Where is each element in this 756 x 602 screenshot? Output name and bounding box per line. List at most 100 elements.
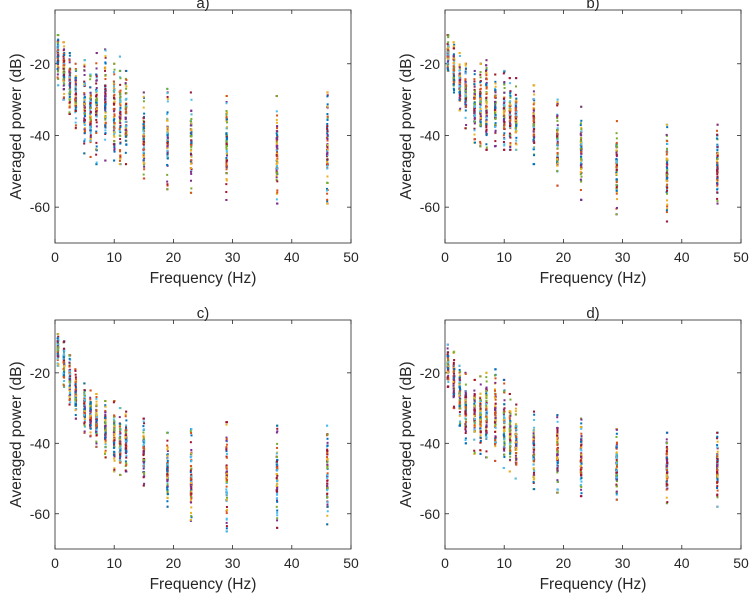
data-point bbox=[464, 439, 467, 442]
data-point bbox=[225, 110, 228, 112]
data-point bbox=[83, 96, 86, 99]
data-point bbox=[494, 131, 497, 134]
data-point bbox=[143, 112, 146, 115]
data-point bbox=[533, 469, 536, 472]
data-point bbox=[615, 155, 618, 158]
data-point bbox=[124, 135, 127, 138]
data-point bbox=[95, 89, 98, 92]
data-point bbox=[225, 95, 228, 98]
data-point bbox=[716, 472, 719, 475]
data-point bbox=[68, 95, 71, 98]
data-point bbox=[665, 173, 668, 176]
x-axis-label: Frequency (Hz) bbox=[150, 270, 257, 287]
data-point bbox=[580, 418, 583, 421]
data-point bbox=[715, 129, 718, 132]
data-point bbox=[95, 418, 98, 421]
data-point bbox=[452, 384, 455, 387]
data-point bbox=[452, 80, 455, 83]
data-point bbox=[533, 154, 536, 157]
data-point bbox=[74, 83, 77, 86]
data-point bbox=[104, 92, 107, 95]
data-point bbox=[125, 450, 128, 453]
data-point bbox=[89, 414, 92, 417]
data-point bbox=[113, 68, 116, 71]
data-point bbox=[113, 132, 116, 135]
data-point bbox=[503, 96, 506, 99]
data-point bbox=[74, 62, 77, 65]
data-point bbox=[485, 126, 488, 129]
data-point bbox=[104, 94, 107, 97]
data-point bbox=[119, 114, 122, 117]
data-point bbox=[276, 147, 279, 150]
data-point bbox=[326, 116, 329, 119]
data-point bbox=[494, 419, 497, 422]
data-point bbox=[458, 93, 461, 96]
data-point bbox=[62, 96, 65, 99]
data-point bbox=[225, 116, 228, 119]
data-point bbox=[532, 146, 535, 149]
data-point bbox=[464, 78, 467, 81]
data-point bbox=[556, 98, 559, 101]
data-point bbox=[580, 488, 583, 491]
data-point bbox=[83, 73, 86, 76]
data-point bbox=[326, 465, 329, 468]
data-point bbox=[275, 192, 278, 195]
data-point bbox=[453, 43, 456, 46]
data-point bbox=[503, 103, 506, 106]
data-point bbox=[124, 431, 127, 434]
data-point bbox=[479, 93, 482, 96]
data-point bbox=[57, 333, 60, 336]
data-point bbox=[452, 84, 455, 87]
data-point bbox=[508, 104, 511, 107]
data-point bbox=[579, 478, 582, 481]
data-point bbox=[190, 514, 193, 517]
data-point bbox=[665, 456, 668, 459]
data-point bbox=[276, 511, 279, 514]
data-point bbox=[142, 454, 145, 457]
data-point bbox=[514, 120, 517, 123]
data-point bbox=[616, 460, 619, 463]
data-point bbox=[473, 138, 476, 141]
data-point bbox=[716, 167, 719, 170]
data-point bbox=[532, 109, 535, 112]
data-point bbox=[276, 519, 279, 522]
data-point bbox=[458, 109, 461, 112]
data-point bbox=[104, 417, 107, 420]
data-point bbox=[556, 164, 559, 167]
data-point bbox=[124, 433, 127, 436]
data-point bbox=[119, 122, 122, 125]
data-point bbox=[95, 431, 98, 434]
data-point bbox=[326, 424, 329, 427]
data-point bbox=[326, 175, 329, 178]
data-point bbox=[666, 189, 669, 192]
data-point bbox=[68, 99, 71, 102]
data-point bbox=[57, 44, 60, 47]
data-point bbox=[276, 158, 279, 161]
data-point bbox=[89, 99, 92, 102]
data-point bbox=[56, 345, 59, 348]
data-point bbox=[556, 158, 559, 161]
data-point bbox=[113, 123, 116, 126]
data-point bbox=[63, 376, 66, 379]
data-point bbox=[56, 352, 59, 355]
data-point bbox=[615, 461, 618, 464]
data-point bbox=[166, 143, 169, 146]
chart-title: b) bbox=[586, 0, 599, 12]
data-point bbox=[124, 116, 127, 119]
data-point bbox=[485, 109, 488, 112]
data-point bbox=[533, 163, 536, 166]
data-point bbox=[56, 62, 59, 65]
data-point bbox=[485, 111, 488, 114]
data-point bbox=[225, 168, 228, 171]
data-point bbox=[74, 90, 77, 93]
data-point bbox=[494, 105, 497, 108]
data-point bbox=[503, 438, 506, 441]
data-point bbox=[95, 163, 98, 166]
data-point bbox=[89, 135, 92, 138]
data-point bbox=[665, 472, 668, 475]
data-point bbox=[104, 129, 107, 132]
data-point bbox=[515, 122, 517, 125]
data-point bbox=[225, 446, 228, 449]
data-point bbox=[83, 114, 86, 117]
data-point bbox=[225, 133, 228, 136]
